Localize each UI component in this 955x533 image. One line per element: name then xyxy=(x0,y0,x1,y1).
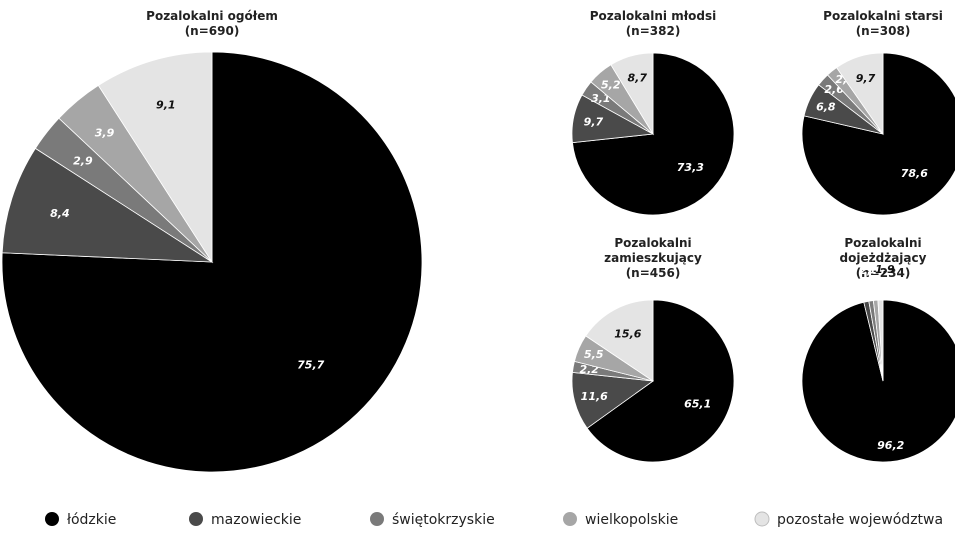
legend-label: świętokrzyskie xyxy=(392,512,495,528)
pie-starsi: Pozalokalni starsi(n=308)78,66,82,62,39,… xyxy=(801,9,955,216)
pie-title-line: Pozalokalni xyxy=(614,236,691,250)
legend-swatch xyxy=(563,512,577,526)
pie-slice-label: 2,0 xyxy=(859,264,879,277)
pie-slice-label: 65,1 xyxy=(684,397,711,410)
legend-swatch xyxy=(370,512,384,526)
pie-slice-label: 6,8 xyxy=(816,101,836,114)
pie-slice-label: 9,7 xyxy=(856,72,876,85)
pie-slice-label: 96,2 xyxy=(877,439,904,452)
pie-title-line: (n=690) xyxy=(185,24,240,38)
pie-title-line: zamieszkujący xyxy=(604,251,702,265)
pie-slice-label: 9,7 xyxy=(584,116,604,129)
pie-slice-1 xyxy=(586,299,735,463)
pie-title-line: Pozalokalni młodsi xyxy=(590,9,717,23)
legend-item: mazowieckie xyxy=(189,512,301,528)
pie-ogolem: Pozalokalni ogółem (n=690) 75,7 8,4 2,9 3,9 9,… xyxy=(1,9,423,473)
pie-title-line: (n=308) xyxy=(856,24,911,38)
pie-slice-label: 11,6 xyxy=(581,390,608,403)
pie-slice-1 xyxy=(801,52,955,216)
pie-slice-label: 5,2 xyxy=(601,78,621,91)
legend-label: wielkopolskie xyxy=(585,512,678,528)
pie-dojezdzajacy: Pozalokalni dojeżdżający (n=234) 96,2 2,01,9 xyxy=(801,236,955,463)
pie-slice-label: 15,6 xyxy=(614,327,641,340)
pie-title: Pozalokalni młodsi (n=382) xyxy=(590,9,717,38)
legend: łódzkie mazowieckie świętokrzyskie wielkopo… xyxy=(45,511,943,528)
pie-slice-label: 73,3 xyxy=(677,161,704,174)
pie-title-line: (n=382) xyxy=(626,24,681,38)
legend-swatch xyxy=(189,512,203,526)
pie-slice-label: 9,1 xyxy=(156,98,176,111)
pie-slice-2 xyxy=(1,147,214,263)
pie-title: Pozalokalni starsi (n=308) xyxy=(823,9,943,38)
legend-label: pozostałe województwa xyxy=(777,512,943,528)
legend-item: wielkopolskie xyxy=(563,512,678,528)
pie-title-line: (n=234) xyxy=(856,266,911,280)
pie-title-line: Pozalokalni xyxy=(844,236,921,250)
pie-slice-5 xyxy=(97,51,213,264)
pie-title-line: Pozalokalni ogółem xyxy=(146,9,278,23)
pie-slice-5 xyxy=(585,299,654,382)
pie-slice-label: 8,7 xyxy=(628,71,648,84)
pie-slice-label: 3,9 xyxy=(95,126,115,139)
pie-slice-label: 78,6 xyxy=(901,167,928,180)
pie-slice-5 xyxy=(877,299,884,382)
pie-slice-1 xyxy=(801,299,955,463)
pie-slice-label: 3,1 xyxy=(591,92,611,105)
pie-title: Pozalokalni ogółem (n=690) xyxy=(146,9,278,38)
pie-slice-5 xyxy=(610,52,654,136)
pie-slice-label: 8,4 xyxy=(50,207,70,220)
pie-slice-5 xyxy=(836,52,884,136)
legend-label: mazowieckie xyxy=(211,512,301,528)
pie-title-line: Pozalokalni starsi xyxy=(823,9,943,23)
pie-slice-label: 1,9 xyxy=(875,263,895,276)
pie-title: Pozalokalni dojeżdżający (n=234) xyxy=(840,236,927,280)
legend-item: świętokrzyskie xyxy=(370,512,495,528)
pie-slice-label: 2,9 xyxy=(73,155,93,168)
pie-title-line: (n=456) xyxy=(626,266,681,280)
pie-slice-label: 5,5 xyxy=(584,348,604,361)
pie-zamieszkujacy: Pozalokalni zamieszkujący (n=456)65,111,62… xyxy=(571,236,735,463)
pie-title-line: dojeżdżający xyxy=(840,251,927,265)
legend-swatch xyxy=(45,512,59,526)
pie-charts: Pozalokalni ogółem (n=690) 75,7 8,4 2,9 3,9 9,… xyxy=(1,9,955,473)
legend-swatch xyxy=(754,511,770,527)
legend-item: pozostałe województwa xyxy=(754,511,943,528)
pie-slice-label: 75,7 xyxy=(297,359,324,372)
pie-title: Pozalokalni zamieszkujący (n=456) xyxy=(604,236,702,280)
pie-mlodsi: Pozalokalni młodsi (n=382) 73,3 9,7 3,15,2 8,… xyxy=(571,9,735,216)
legend-label: łódzkie xyxy=(67,512,116,528)
legend-item: łódzkie xyxy=(45,512,116,528)
pie-slice-1 xyxy=(1,51,423,473)
